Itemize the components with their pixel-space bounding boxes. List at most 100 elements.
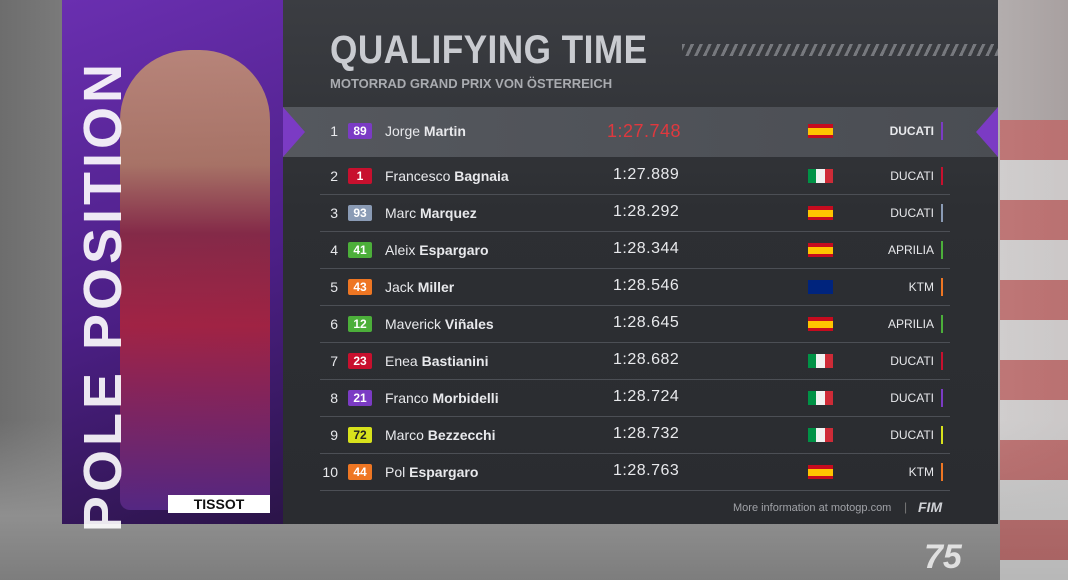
rider-number: 43 [348,279,372,295]
team-accent [941,352,943,370]
rider-number: 21 [348,390,372,406]
position: 7 [330,353,338,369]
rider-number: 44 [348,464,372,480]
team: DUCATI [890,391,934,405]
flag-stripe [808,475,833,479]
row-separator [320,194,950,195]
rider-name: Jack Miller [385,279,454,295]
first-name: Maverick [385,316,442,332]
last-name: Espargaro [419,242,489,258]
flag-stripe [816,169,825,183]
first-name: Jorge [385,123,421,139]
flag-stripe [808,134,833,138]
rider-name: Aleix Espargaro [385,242,489,258]
flag-stripe [808,124,833,128]
team: DUCATI [889,124,934,138]
flag-stripe [816,428,825,442]
flag [808,169,833,183]
flag-stripe [808,206,833,210]
flag [808,317,833,331]
last-name: Bastianini [421,353,489,369]
team-accent [941,122,943,140]
team-accent [941,278,943,296]
last-name: Espargaro [409,464,479,480]
lap-time: 1:27.748 [607,121,682,141]
flag-stripe [808,216,833,220]
team: APRILIA [887,317,934,331]
highlight-arrow [976,107,998,157]
footer-separator: | [904,500,908,514]
flag [808,206,833,220]
footer-info: More information at motogp.com [733,502,892,514]
sponsor-logo: TISSOT [168,495,270,513]
rider-name: Enea Bastianini [385,353,489,369]
team: DUCATI [890,354,934,368]
rider-number: 89 [348,123,372,139]
position: 2 [330,168,338,184]
rider-number: 72 [348,427,372,443]
lap-time: 1:28.763 [613,462,680,479]
flag-stripe [808,213,833,217]
flag-stripe [808,253,833,257]
result-row: 5 43 Jack Miller 1:28.546 KTM [320,269,960,306]
team: KTM [908,465,934,479]
rider-name: Maverick Viñales [385,316,494,332]
position: 10 [322,464,338,480]
first-name: Enea [385,353,418,369]
lap-time: 1:27.889 [613,166,680,183]
row-separator [320,305,950,306]
last-name: Viñales [444,316,494,332]
row-separator [320,416,950,417]
rider-name: Marc Marquez [385,205,477,221]
rider-number: 1 [348,168,372,184]
last-name: Miller [417,279,455,295]
lap-time: 1:28.682 [613,351,680,368]
row-separator [320,379,950,380]
flag-stripe [808,246,833,250]
decor-hatch [682,44,998,56]
background-kerb [1000,120,1068,580]
flag-stripe [816,391,825,405]
rider-name: Marco Bezzecchi [385,427,496,443]
flag-stripe [808,472,833,476]
lap-time: 1:28.292 [613,203,680,220]
flag-stripe [808,169,817,183]
row-separator [320,268,950,269]
row-separator [320,490,950,491]
last-name: Marquez [420,205,477,221]
result-row: 3 93 Marc Marquez 1:28.292 DUCATI [320,195,960,232]
result-row: 4 41 Aleix Espargaro 1:28.344 APRILIA [320,232,960,269]
position: 3 [330,205,338,221]
pole-text: POLE POSITION [73,60,133,533]
last-name: Bezzecchi [427,427,496,443]
first-name: Francesco [385,168,451,184]
row-separator [320,453,950,454]
lap-time: 1:28.546 [613,277,680,294]
first-name: Franco [385,390,429,406]
leader-highlight [283,107,998,157]
flag-stripe [808,243,833,247]
flag-stripe [808,465,833,469]
last-name: Morbidelli [432,390,499,406]
flag-stripe [808,320,833,324]
rider-number: 93 [348,205,372,221]
flag-stripe [808,468,833,472]
flag-stripe [824,354,833,368]
result-row: 10 44 Pol Espargaro 1:28.763 KTM [320,454,960,491]
position: 8 [330,390,338,406]
lap-time: 1:28.645 [613,314,680,331]
lap-time: 1:28.724 [613,388,680,405]
row-separator [320,231,950,232]
rider-number: 12 [348,316,372,332]
first-name: Marc [385,205,417,221]
flag-stripe [808,127,833,131]
last-name: Martin [423,123,466,139]
lap-time: 1:28.344 [613,240,680,257]
flag [808,124,833,138]
first-name: Jack [385,279,414,295]
motogp-logo: 75 [924,538,962,576]
result-row: 9 72 Marco Bezzecchi 1:28.732 DUCATI [320,417,960,454]
flag-stripe [808,317,833,321]
flag-stripe [808,354,817,368]
